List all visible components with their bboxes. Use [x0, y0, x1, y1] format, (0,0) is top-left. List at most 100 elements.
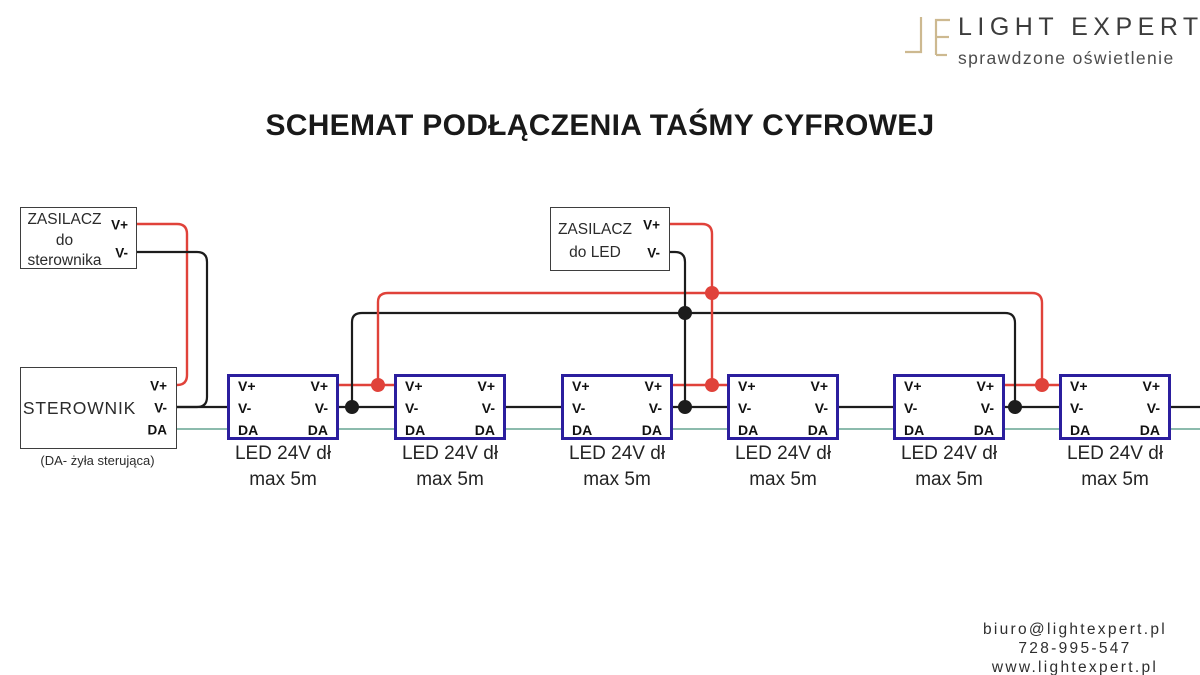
- junction-dot-vminus-2: [678, 400, 692, 414]
- led-caption-line2: max 5m: [583, 469, 651, 490]
- psu-controller-box: ZASILACZ do sterownika V+ V-: [20, 207, 137, 269]
- terminal-da-right: DA: [474, 422, 495, 438]
- terminal-vminus-left: V-: [1070, 400, 1084, 416]
- controller-box: STEROWNIK V+ V- DA: [20, 367, 177, 449]
- psu-led-box: ZASILACZ do LED V+ V-: [550, 207, 670, 271]
- led-strip-caption-6: LED 24V dł max 5m: [1039, 441, 1191, 493]
- led-caption-line1: LED 24V dł: [234, 443, 332, 464]
- terminal-vminus-right: V-: [980, 400, 994, 416]
- led-strip-caption-4: LED 24V dł max 5m: [707, 441, 859, 493]
- led-strip-caption-1: LED 24V dł max 5m: [207, 441, 359, 493]
- psu-led-label: ZASILACZ do LED: [553, 218, 637, 264]
- terminal-vplus-left: V+: [572, 378, 590, 394]
- page-title: SCHEMAT PODŁĄCZENIA TAŚMY CYFROWEJ: [265, 109, 935, 142]
- terminal-vplus-left: V+: [238, 378, 256, 394]
- led-strip-box-4: V+ V- DA V+ V- DA: [727, 374, 839, 440]
- psu-controller-terminal-vminus: V-: [115, 245, 128, 261]
- terminal-da-left: DA: [238, 422, 259, 438]
- terminal-da-left: DA: [572, 422, 593, 438]
- psu-led-label-line1: ZASILACZ: [557, 221, 633, 238]
- junction-dot-vplus-bus: [705, 286, 719, 300]
- led-strip-caption-3: LED 24V dł max 5m: [541, 441, 693, 493]
- psu-led-label-line2: do LED: [569, 244, 621, 261]
- led-strip-box-5: V+ V- DA V+ V- DA: [893, 374, 1005, 440]
- contact-block: biuro@lightexpert.pl 728-995-547 www.lig…: [930, 620, 1200, 675]
- led-caption-line2: max 5m: [416, 469, 484, 490]
- terminal-da-left: DA: [904, 422, 925, 438]
- controller-terminal-da: DA: [147, 422, 168, 438]
- led-caption-line1: LED 24V dł: [568, 443, 666, 464]
- terminal-vminus-right: V-: [481, 400, 495, 416]
- led-caption-line1: LED 24V dł: [900, 443, 998, 464]
- led-caption-line2: max 5m: [1081, 469, 1149, 490]
- terminal-vminus-right: V-: [1146, 400, 1160, 416]
- wire-psu-controller-vplus: [137, 222, 189, 387]
- led-caption-line2: max 5m: [249, 469, 317, 490]
- led-strip-box-3: V+ V- DA V+ V- DA: [561, 374, 673, 440]
- contact-email: biuro@lightexpert.pl: [982, 621, 1168, 638]
- wire-vplus-bus: [376, 291, 1044, 385]
- terminal-vminus-left: V-: [405, 400, 419, 416]
- junction-dot-vminus-bus: [678, 306, 692, 320]
- led-caption-line1: LED 24V dł: [734, 443, 832, 464]
- junction-dot-vminus-3: [1008, 400, 1022, 414]
- terminal-da-left: DA: [738, 422, 759, 438]
- psu-controller-label-line2: do: [55, 231, 74, 249]
- junction-dot-vminus-1: [345, 400, 359, 414]
- controller-terminal-vplus: V+: [150, 378, 167, 394]
- terminal-vplus-right: V+: [810, 378, 828, 394]
- led-caption-line1: LED 24V dł: [401, 443, 499, 464]
- logo-glyph-e-stem: [934, 18, 950, 55]
- led-strip-box-2: V+ V- DA V+ V- DA: [394, 374, 506, 440]
- terminal-da-right: DA: [641, 422, 662, 438]
- wire-psu-controller-vminus: [137, 250, 209, 409]
- terminal-vplus-left: V+: [904, 378, 922, 394]
- logo-glyph-l: [905, 17, 923, 54]
- terminal-vplus-left: V+: [738, 378, 756, 394]
- led-strip-box-6: V+ V- DA V+ V- DA: [1059, 374, 1171, 440]
- terminal-vminus-left: V-: [738, 400, 752, 416]
- psu-led-terminal-vminus: V-: [647, 245, 660, 261]
- junction-dot-vplus-3: [1035, 378, 1049, 392]
- led-caption-line1: LED 24V dł: [1066, 443, 1164, 464]
- terminal-vplus-right: V+: [644, 378, 662, 394]
- contact-phone: 728-995-547: [1018, 640, 1132, 657]
- brand-tagline: sprawdzone oświetlenie: [958, 48, 1175, 68]
- terminal-da-right: DA: [1139, 422, 1160, 438]
- wire-psu-led-vplus: [670, 222, 714, 385]
- terminal-vplus-right: V+: [477, 378, 495, 394]
- terminal-vminus-left: V-: [904, 400, 918, 416]
- light-expert-logo-icon: [905, 17, 950, 57]
- contact-website: www.lightexpert.pl: [991, 659, 1159, 675]
- controller-label: STEROWNIK: [22, 397, 137, 418]
- wire-psu-led-vminus: [670, 250, 687, 407]
- led-strip-caption-2: LED 24V dł max 5m: [374, 441, 526, 493]
- led-caption-line2: max 5m: [749, 469, 817, 490]
- terminal-da-left: DA: [1070, 422, 1091, 438]
- psu-controller-label-line3: sterownika: [27, 252, 102, 269]
- terminal-vminus-left: V-: [238, 400, 252, 416]
- terminal-vplus-left: V+: [1070, 378, 1088, 394]
- controller-terminal-vminus: V-: [154, 400, 167, 416]
- led-strip-box-1: V+ V- DA V+ V- DA: [227, 374, 339, 440]
- terminal-vplus-right: V+: [1142, 378, 1160, 394]
- terminal-vminus-left: V-: [572, 400, 586, 416]
- terminal-da-right: DA: [807, 422, 828, 438]
- terminal-da-right: DA: [973, 422, 994, 438]
- terminal-vminus-right: V-: [648, 400, 662, 416]
- junction-dot-vplus-2: [705, 378, 719, 392]
- terminal-vplus-left: V+: [405, 378, 423, 394]
- terminal-da-left: DA: [405, 422, 426, 438]
- terminal-da-right: DA: [307, 422, 328, 438]
- terminal-vminus-right: V-: [314, 400, 328, 416]
- psu-controller-label-line1: ZASILACZ: [27, 211, 102, 228]
- led-strip-caption-5: LED 24V dł max 5m: [873, 441, 1025, 493]
- brand-name: LIGHT EXPERT: [958, 13, 1200, 41]
- junction-dot-vplus-1: [371, 378, 385, 392]
- controller-note: (DA- żyła sterująca): [40, 453, 155, 468]
- terminal-vplus-right: V+: [310, 378, 328, 394]
- brand-text-block: LIGHT EXPERT sprawdzone oświetlenie: [958, 13, 1200, 69]
- terminal-vminus-right: V-: [814, 400, 828, 416]
